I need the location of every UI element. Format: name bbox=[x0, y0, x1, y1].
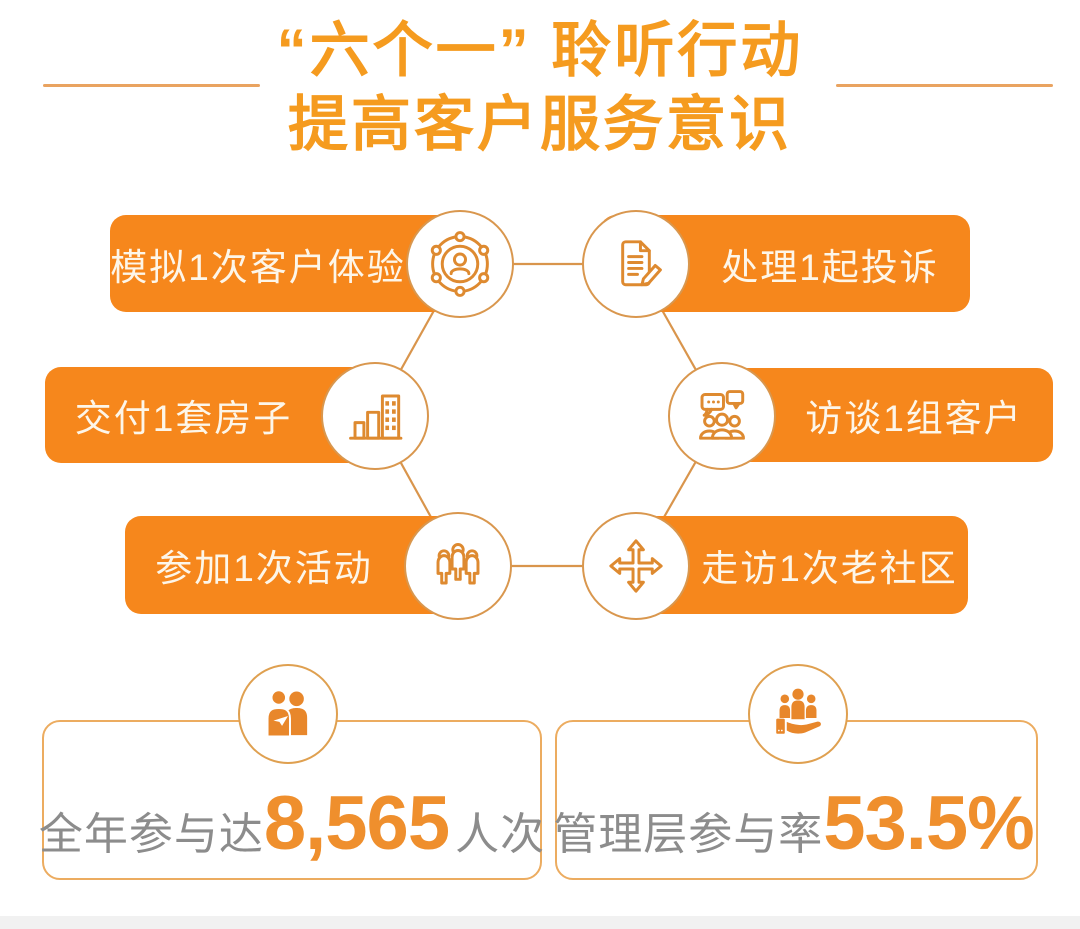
stat-prefix: 全年参与达 bbox=[38, 810, 264, 859]
network-user-icon bbox=[406, 210, 514, 318]
action-label: 模拟1次客户体验 bbox=[110, 246, 406, 288]
buildings-icon bbox=[321, 362, 429, 470]
action-label: 处理1起投诉 bbox=[721, 246, 939, 288]
title-line-1: “六个一” 聆听行动 bbox=[276, 17, 804, 84]
arrows-cross-icon bbox=[582, 512, 690, 620]
people-group-icon bbox=[404, 512, 512, 620]
stat-prefix: 管理层参与率 bbox=[553, 810, 824, 859]
action-label: 交付1套房子 bbox=[74, 398, 293, 439]
stat-value: 53.5% bbox=[823, 781, 1034, 866]
action-label: 访谈1组客户 bbox=[805, 398, 1023, 439]
title-line-2: 提高客户服务意识 bbox=[288, 91, 792, 158]
family-icon bbox=[238, 664, 338, 764]
stat-value: 8,565 bbox=[263, 781, 450, 866]
page-title: “六个一” 聆听行动 提高客户服务意识 bbox=[0, 14, 1080, 162]
hand-people-icon bbox=[748, 664, 848, 764]
stat-suffix: 人次 bbox=[455, 810, 546, 859]
document-pen-icon bbox=[582, 210, 690, 318]
action-label: 走访1次老社区 bbox=[701, 548, 958, 589]
stat-row: 全年参与达 8,565 人次 bbox=[39, 786, 545, 862]
action-label: 参加1次活动 bbox=[155, 548, 373, 589]
stat-row: 管理层参与率 53.5% bbox=[553, 786, 1040, 862]
chat-group-icon bbox=[668, 362, 776, 470]
title-divider-left bbox=[43, 84, 260, 87]
bottom-strip bbox=[0, 916, 1080, 929]
title-divider-right bbox=[836, 84, 1053, 87]
